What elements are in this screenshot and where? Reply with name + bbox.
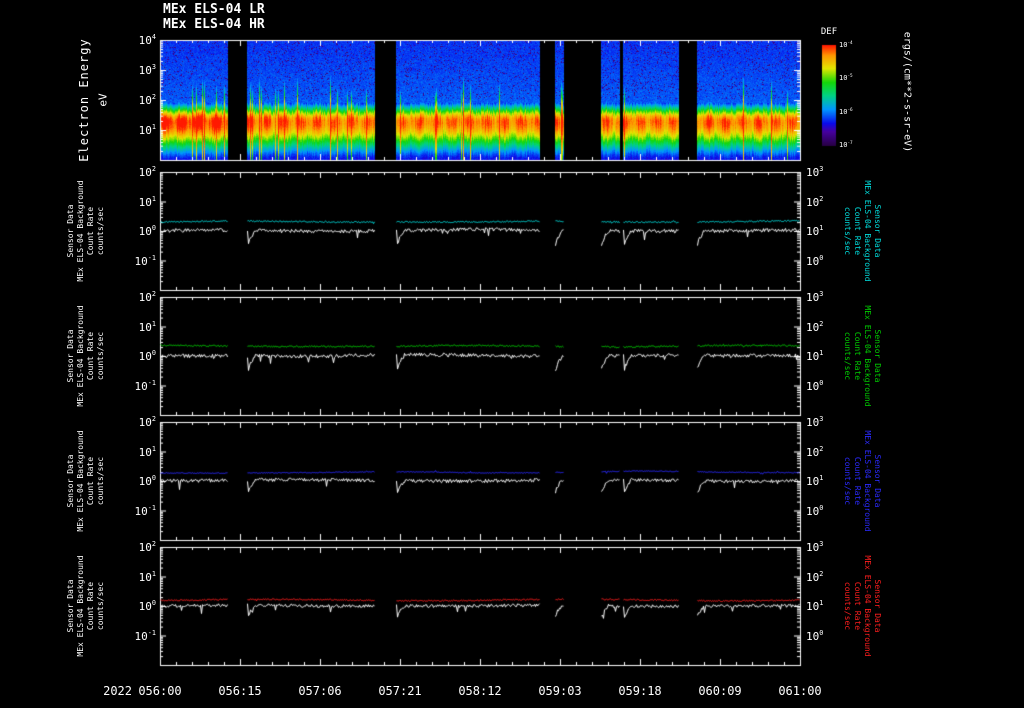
mex-els-plot-window: MEx ELS-04 LR MEx ELS-04 HR Electron Ene… — [0, 0, 1024, 708]
spectrogram-and-lineplots-canvas — [0, 0, 1024, 708]
